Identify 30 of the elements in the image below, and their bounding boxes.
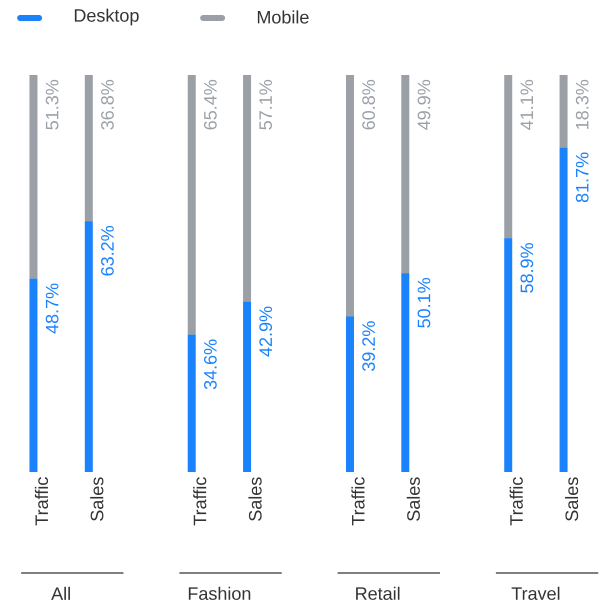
x-tick-label: Sales xyxy=(564,477,578,521)
x-tick-label: Traffic xyxy=(34,477,48,526)
data-label: 48.7% xyxy=(46,284,58,334)
data-label: 36.8% xyxy=(101,80,114,130)
text: All xyxy=(51,586,70,600)
data-label: 58.9% xyxy=(520,243,534,293)
x-tick-label: Sales xyxy=(406,477,420,521)
data-label: 34.6% xyxy=(204,340,217,390)
text: Travel xyxy=(512,586,560,600)
x-tick-label: Sales xyxy=(248,477,262,521)
data-label: 81.7% xyxy=(576,152,589,202)
data-label: 50.1% xyxy=(418,278,430,328)
text: Retail xyxy=(356,586,400,600)
x-tick-label: Traffic xyxy=(351,477,365,526)
legend-label: Mobile xyxy=(258,10,309,24)
data-label: 63.2% xyxy=(101,226,114,276)
data-label: 51.3% xyxy=(46,80,58,130)
data-label: 18.3% xyxy=(576,80,589,129)
data-label: 42.9% xyxy=(259,306,272,357)
x-tick-label: Traffic xyxy=(193,477,206,526)
legend-label: Desktop xyxy=(74,8,139,26)
x-tick-label: Sales xyxy=(90,477,104,521)
data-label: 65.4% xyxy=(204,80,217,130)
data-label: 57.1% xyxy=(259,80,272,130)
data-label: 41.1% xyxy=(520,80,534,130)
text: Fashion xyxy=(188,586,250,600)
data-label: 39.2% xyxy=(362,321,375,371)
data-label: 49.9% xyxy=(418,80,430,130)
data-label: 60.8% xyxy=(362,80,375,130)
x-tick-label: Traffic xyxy=(510,477,523,526)
